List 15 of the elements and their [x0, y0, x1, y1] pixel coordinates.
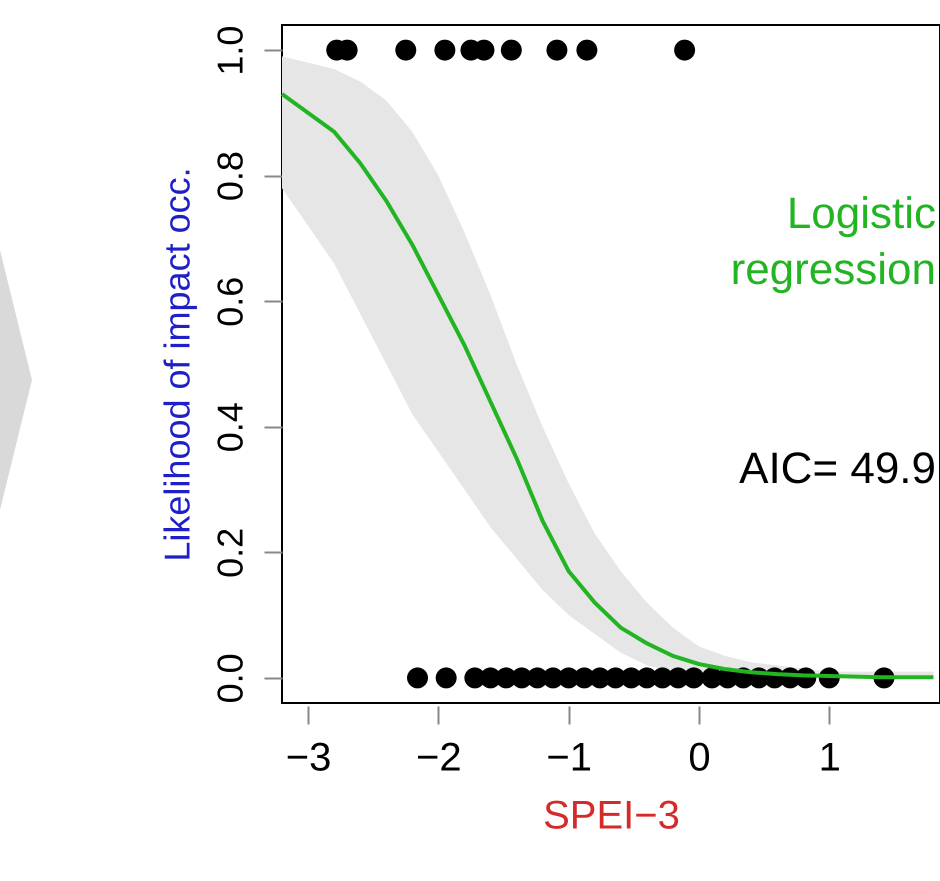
annotation: Logistic regression	[730, 189, 936, 294]
y-tick-label: 1.0	[210, 26, 250, 76]
x-tick-label: 0	[688, 736, 711, 780]
x-tick-label: −3	[286, 736, 332, 780]
x-tick-label: −2	[416, 736, 462, 780]
y-tick-label: 0.0	[210, 653, 250, 704]
y-axis-title: Likelihood of impact occ.	[156, 167, 198, 562]
annotation: AIC= 49.9	[739, 444, 936, 493]
y-tick-label: 0.2	[210, 528, 250, 578]
y-tick-label: 0.8	[210, 151, 250, 202]
y-tick-label: 0.4	[210, 402, 250, 452]
x-tick-label: 1	[818, 736, 841, 780]
x-tick-label: −1	[546, 736, 592, 780]
y-tick-label: 0.6	[210, 276, 250, 327]
x-axis-title: SPEI−3	[543, 794, 680, 838]
